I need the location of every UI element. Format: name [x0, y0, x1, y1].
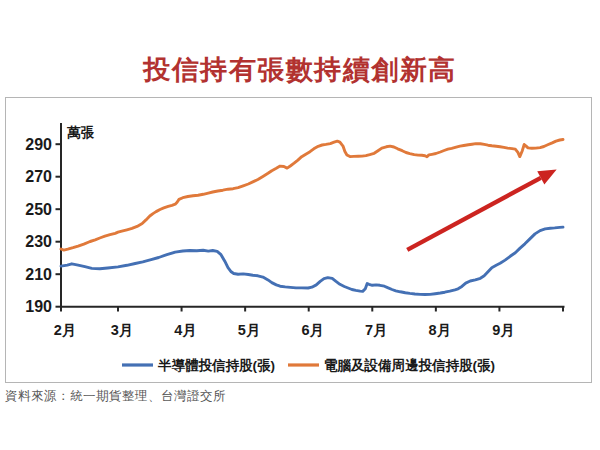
x-tick-label: 3月: [111, 322, 134, 338]
y-tick-label: 210: [25, 266, 52, 283]
x-tick-label: 6月: [301, 322, 324, 338]
x-tick-label: 4月: [174, 322, 197, 338]
source-note: 資料來源：統一期貨整理、台灣證交所: [5, 388, 226, 405]
x-tick-label: 9月: [492, 322, 515, 338]
x-tick-label: 8月: [429, 322, 452, 338]
y-tick-label: 190: [25, 298, 52, 315]
trend-arrow-shaft: [407, 178, 541, 250]
legend-label: 半導體投信持股(張): [157, 358, 275, 373]
line-chart: 190 210 230 250 270 290 2月 3月 4月 5月 6月 7月 8月 9月 萬張半導體投…: [0, 0, 600, 450]
page: 投信持有張數持續創新高 1902102302502702902月3月4月5月6月…: [0, 0, 600, 450]
x-tick-label: 5月: [238, 322, 261, 338]
y-unit-label: 萬張: [66, 125, 95, 140]
y-tick-label: 290: [25, 136, 52, 153]
series-semiconductor-line: [61, 227, 563, 294]
y-tick-label: 230: [25, 233, 52, 250]
legend-label: 電腦及設備周邊投信持股(張): [324, 357, 495, 373]
series-computer-peripheral-line: [61, 140, 563, 251]
x-tick-label: 7月: [365, 322, 388, 338]
y-tick-label: 270: [25, 168, 52, 185]
x-tick-label: 2月: [54, 322, 77, 338]
y-tick-label: 250: [25, 201, 52, 218]
